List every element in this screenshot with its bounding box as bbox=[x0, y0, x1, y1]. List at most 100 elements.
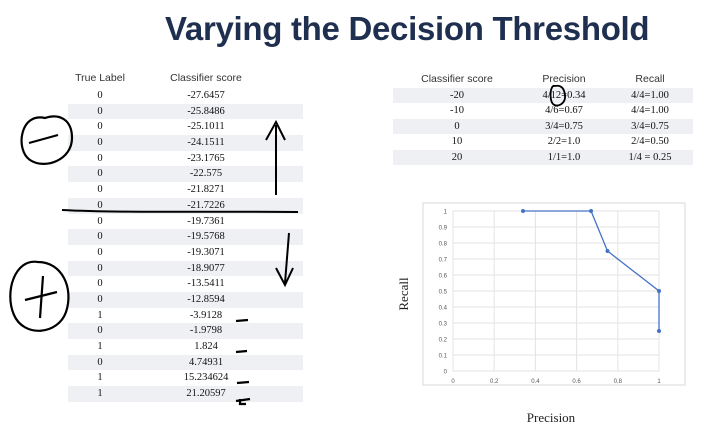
pr-score-header: Classifier score bbox=[421, 73, 493, 85]
y-axis-label: Recall bbox=[396, 277, 411, 311]
true-label-cell: 0 bbox=[97, 90, 103, 101]
y-tick-label: 0.8 bbox=[439, 242, 448, 248]
score-table-row: 0 -18.9077 bbox=[68, 260, 303, 277]
true-label-cell: 0 bbox=[97, 215, 103, 227]
x-tick-label: 0.2 bbox=[490, 379, 499, 385]
pr-precision-cell: 2/2=1.0 bbox=[547, 136, 581, 147]
pr-precision-cell: 1/1=1.0 bbox=[547, 151, 581, 163]
precision-recall-table: Classifier score Precision Recall -20 4/1… bbox=[393, 72, 693, 165]
true-label-cell: 0 bbox=[97, 184, 103, 196]
pr-table-row: 0 3/4=0.75 3/4=0.75 bbox=[393, 118, 693, 134]
score-table-row: 0 -25.8486 bbox=[68, 103, 303, 120]
pr-score-cell: 20 bbox=[451, 151, 463, 163]
classifier-score-cell: -19.7361 bbox=[187, 215, 225, 227]
pr-recall-header: Recall bbox=[635, 73, 665, 85]
pr-recall-cell: 1/4 = 0.25 bbox=[628, 151, 672, 163]
circle-minus-icon bbox=[20, 115, 74, 165]
x-tick-label: 1 bbox=[657, 379, 661, 385]
true-label-cell: 0 bbox=[97, 325, 103, 337]
x-tick-labels: 0 0.2 0.4 0.6 0.8 1 bbox=[451, 379, 661, 385]
score-table-row: 0 -24.1511 bbox=[68, 135, 303, 151]
pr-table-row: -10 4/6=0.67 4/4=1.00 bbox=[393, 103, 693, 119]
pr-recall-cell: 3/4=0.75 bbox=[631, 120, 669, 132]
chart-frame bbox=[422, 202, 686, 386]
true-label-cell: 0 bbox=[97, 168, 103, 180]
pr-score-cell: -20 bbox=[450, 89, 464, 101]
true-label-header: True Label bbox=[75, 72, 125, 84]
data-point bbox=[589, 209, 594, 213]
slide-title: Varying the Decision Threshold bbox=[165, 10, 650, 47]
score-table-row: 0 -13.5411 bbox=[68, 276, 303, 292]
score-table-row: 0 -21.7226 bbox=[68, 197, 303, 214]
true-label-cell: 0 bbox=[97, 293, 103, 305]
score-table-row: 0 4.74931 bbox=[68, 354, 303, 371]
pr-recall-cell: 4/4=1.00 bbox=[631, 105, 669, 116]
classifier-score-cell: -12.8594 bbox=[187, 293, 225, 305]
score-table-row: 0 -22.575 bbox=[68, 166, 303, 183]
score-table-row: 0 -21.8271 bbox=[68, 182, 303, 198]
classifier-score-cell: -22.575 bbox=[189, 168, 223, 180]
circle-plus-icon bbox=[9, 260, 70, 332]
true-label-cell: 1 bbox=[97, 341, 103, 352]
score-table-row: 1 1.824 bbox=[68, 339, 303, 355]
y-tick-label: 0.4 bbox=[439, 306, 448, 312]
score-table-row: 1 -3.9128 bbox=[68, 308, 303, 324]
x-axis-label: Precision bbox=[527, 410, 576, 425]
y-tick-label: 1 bbox=[444, 210, 448, 216]
minus-stroke bbox=[28, 133, 59, 145]
pr-precision-cell: 4/12=0.34 bbox=[542, 89, 586, 101]
true-label-cell: 0 bbox=[97, 262, 103, 274]
classifier-score-cell: -25.8486 bbox=[187, 105, 225, 117]
score-table-row: 0 -25.1011 bbox=[68, 119, 303, 135]
pr-table-row: 10 2/2=1.0 2/4=0.50 bbox=[393, 134, 693, 150]
score-table-row: 0 -19.7361 bbox=[68, 214, 303, 230]
pr-precision-cell: 4/6=0.67 bbox=[545, 105, 583, 116]
classifier-score-cell: 1.824 bbox=[194, 341, 218, 352]
classifier-score-cell: -23.1765 bbox=[187, 152, 225, 164]
y-tick-label: 0.2 bbox=[439, 338, 448, 344]
classifier-score-cell: 4.74931 bbox=[188, 356, 224, 368]
score-table-row: 0 -1.9798 bbox=[68, 323, 303, 339]
pr-table-body: Classifier score Precision Recall -20 4/1… bbox=[393, 72, 693, 165]
data-point bbox=[657, 329, 661, 333]
classifier-score-cell: -1.9798 bbox=[189, 325, 223, 337]
score-table-row: 1 21.20597 bbox=[68, 386, 303, 402]
x-tick-label: 0.6 bbox=[572, 379, 581, 385]
true-label-cell: 0 bbox=[97, 278, 103, 290]
y-tick-label: 0 bbox=[444, 370, 448, 376]
x-tick-label: 0.4 bbox=[531, 379, 540, 385]
y-tick-label: 0.1 bbox=[439, 354, 448, 360]
classifier-score-cell: -18.9077 bbox=[187, 262, 225, 274]
classifier-score-cell: -19.3071 bbox=[187, 246, 225, 258]
true-label-cell: 1 bbox=[97, 388, 103, 400]
true-label-cell: 0 bbox=[97, 152, 103, 164]
y-tick-labels: 0 0.1 0.2 0.3 0.4 0.5 0.6 0.7 0.8 0.9 1 bbox=[439, 210, 448, 376]
score-table-row: 0 -23.1765 bbox=[68, 151, 303, 167]
classifier-score-cell: -24.1511 bbox=[187, 137, 225, 149]
true-label-cell: 0 bbox=[97, 246, 103, 258]
classifier-score-cell: -25.1011 bbox=[187, 121, 225, 133]
pr-score-cell: 0 bbox=[454, 120, 460, 132]
data-point bbox=[605, 249, 610, 253]
classifier-score-cell: -27.6457 bbox=[187, 90, 225, 101]
classifier-score-header: Classifier score bbox=[170, 72, 242, 84]
classifier-score-cell: 21.20597 bbox=[186, 388, 226, 400]
score-table-row: 0 -19.5768 bbox=[68, 229, 303, 245]
classifier-score-cell: 15.234624 bbox=[183, 372, 229, 384]
pr-recall-cell: 4/4=1.00 bbox=[631, 89, 669, 101]
plus-vertical-stroke bbox=[38, 275, 45, 319]
score-table-row: 0 -12.8594 bbox=[68, 291, 303, 308]
classifier-score-cell: -3.9128 bbox=[189, 309, 223, 321]
true-label-cell: 0 bbox=[97, 137, 103, 149]
y-tick-label: 0.6 bbox=[439, 274, 448, 280]
true-label-cell: 0 bbox=[97, 105, 103, 117]
pr-recall-cell: 2/4=0.50 bbox=[631, 136, 669, 147]
y-tick-label: 0.9 bbox=[439, 226, 448, 232]
pr-table-row: -20 4/12=0.34 4/4=1.00 bbox=[393, 87, 693, 103]
pr-score-cell: -10 bbox=[450, 105, 464, 116]
classifier-score-cell: -13.5411 bbox=[187, 278, 225, 290]
plus-horizontal-stroke bbox=[24, 290, 58, 302]
true-label-cell: 0 bbox=[97, 356, 103, 368]
classifier-score-cell: -19.5768 bbox=[187, 231, 225, 243]
data-point bbox=[521, 209, 526, 213]
